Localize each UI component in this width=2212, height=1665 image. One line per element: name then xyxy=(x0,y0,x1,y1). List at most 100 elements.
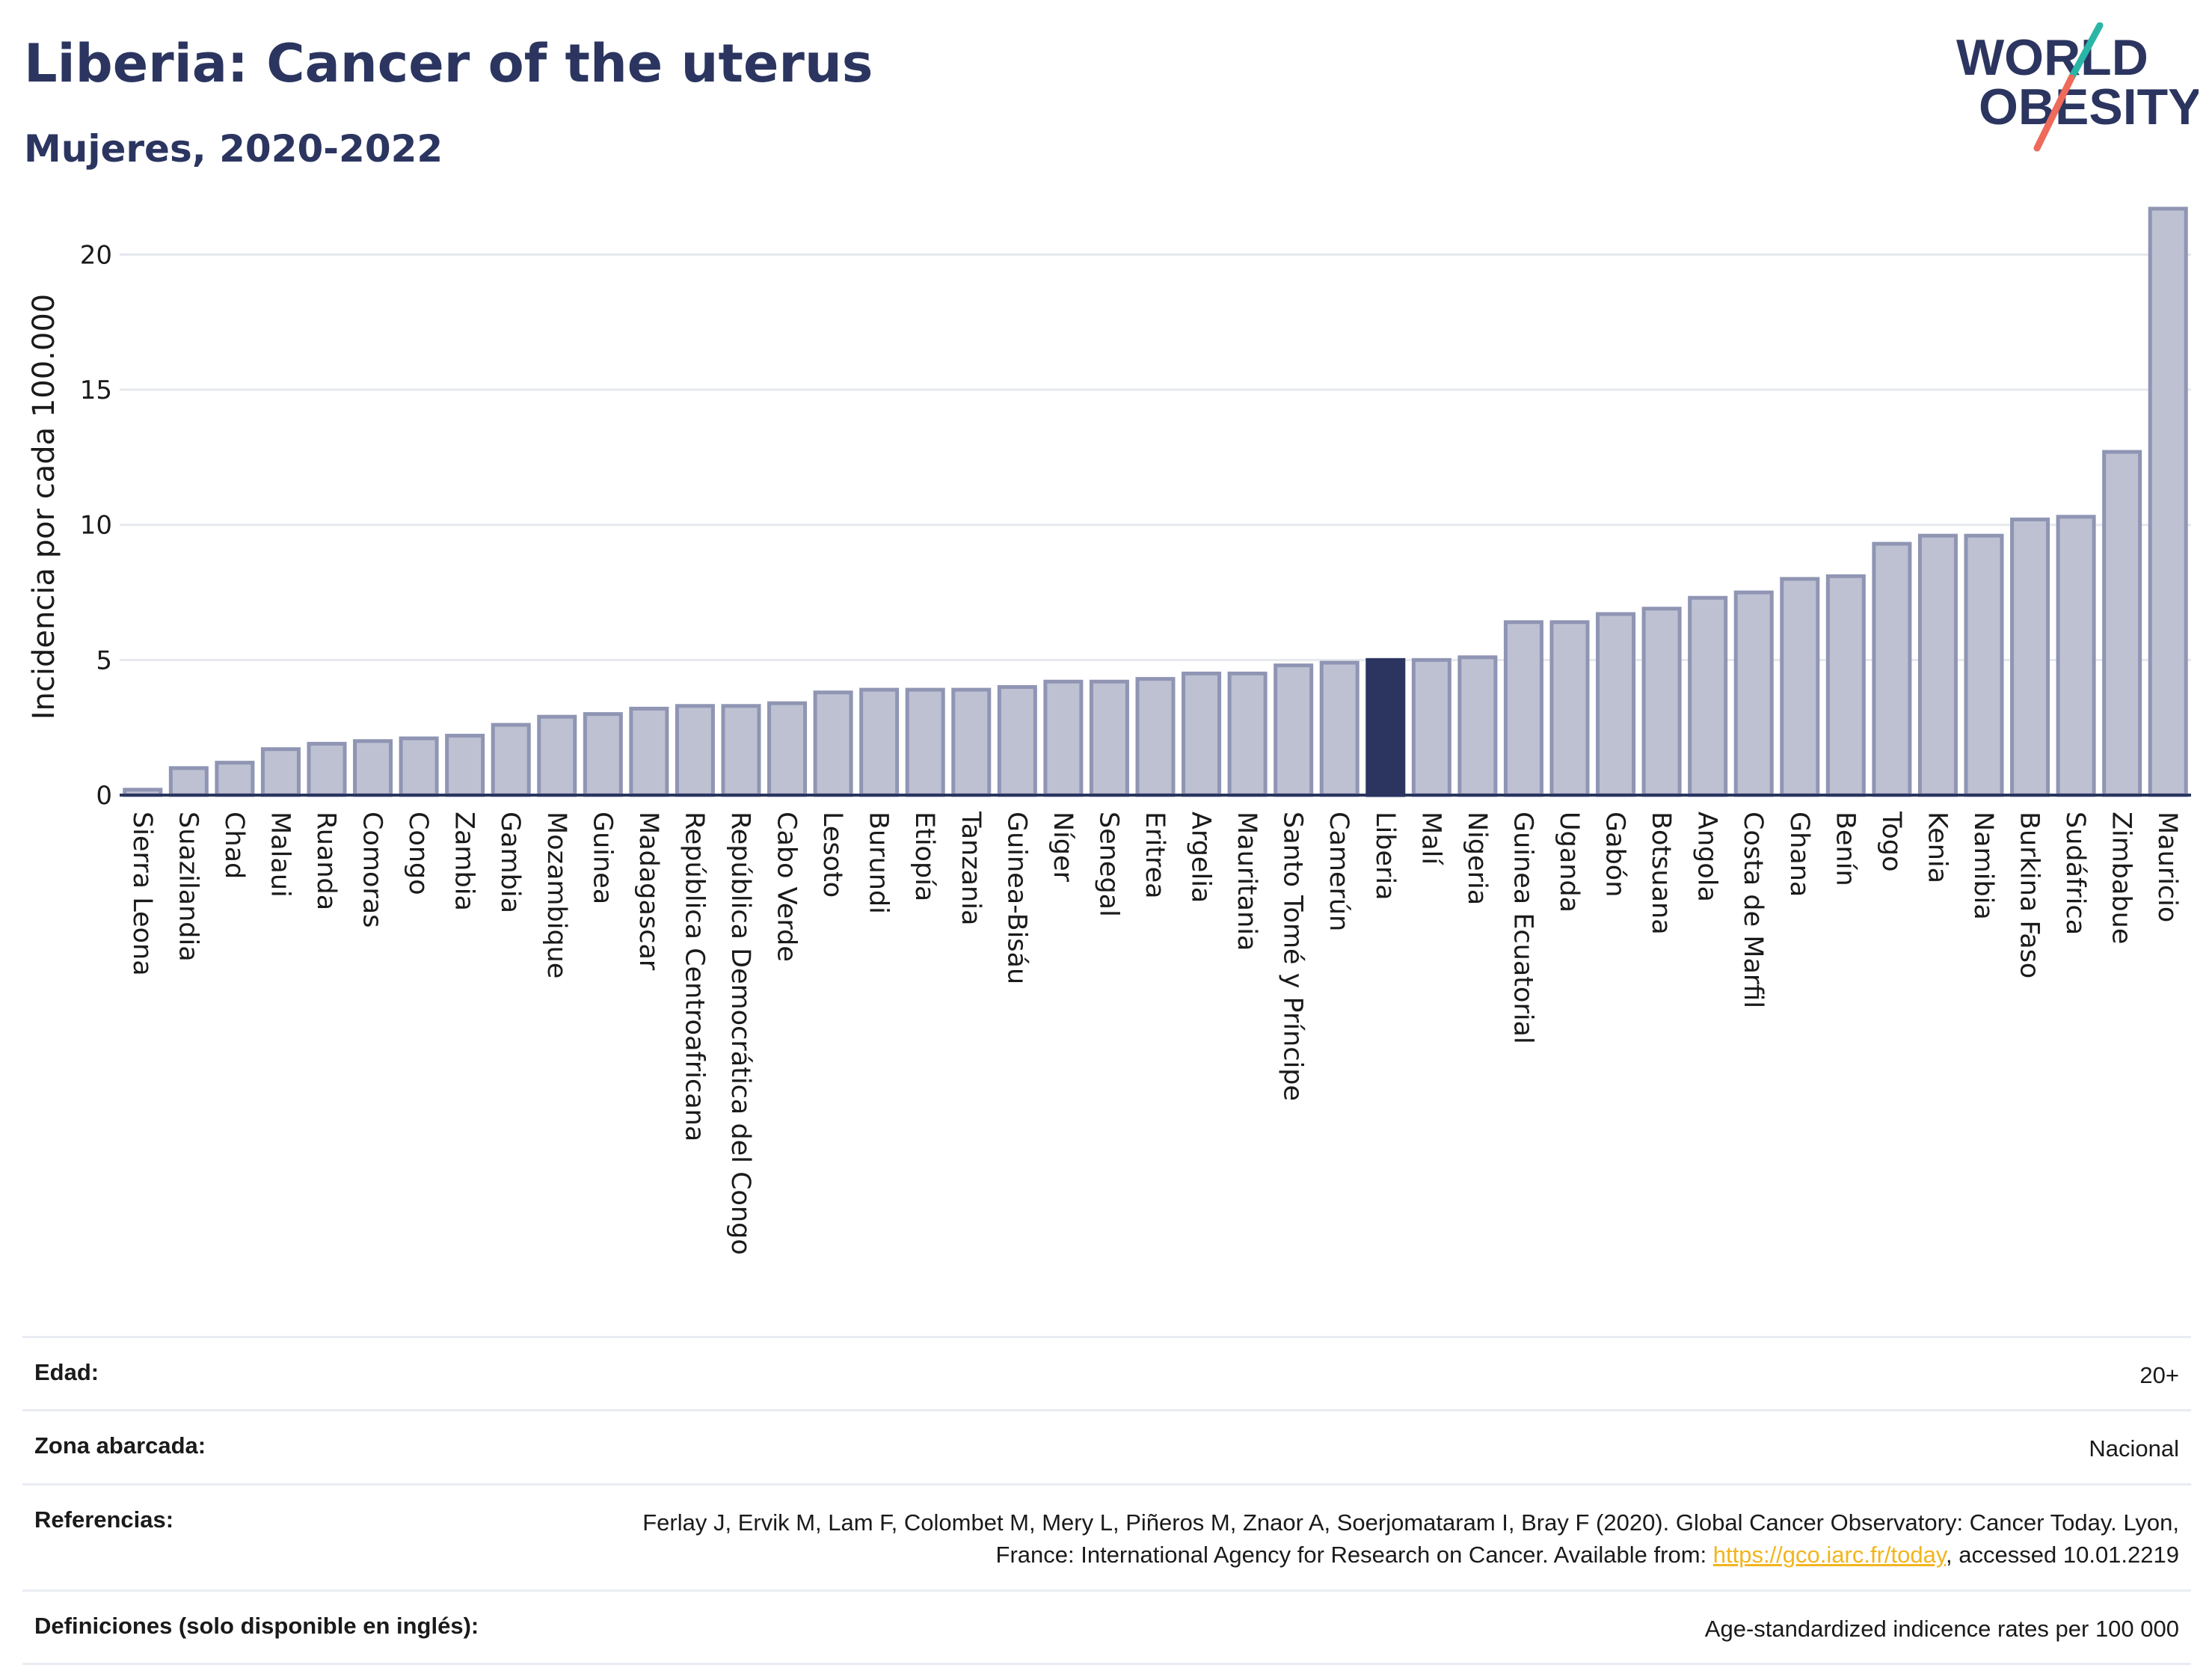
x-tick-label: Ghana xyxy=(1784,812,1814,897)
bar xyxy=(1780,577,1820,797)
bar xyxy=(767,701,808,797)
x-tick-label: Mauricio xyxy=(2152,812,2182,922)
reference-accessed: , accessed 10.01.2219 xyxy=(1946,1542,2179,1569)
bar xyxy=(1411,657,1451,797)
y-tick-label: 5 xyxy=(96,646,112,675)
bar xyxy=(537,714,577,797)
x-tick-label: Chad xyxy=(219,812,249,879)
x-tick-label: Senegal xyxy=(1093,812,1123,917)
x-tick-label: Burkina Faso xyxy=(2015,812,2044,978)
x-tick-label: República Centroafricana xyxy=(679,812,709,1141)
bar xyxy=(353,739,393,797)
bar xyxy=(2056,515,2096,797)
bar xyxy=(1549,620,1590,797)
logo-word-obesity: OBESITY xyxy=(1979,79,2199,135)
x-tick-label: Zimbabue xyxy=(2107,812,2136,944)
x-tick-label: Suazilandia xyxy=(173,812,203,962)
bar xyxy=(721,704,761,797)
bar xyxy=(1182,671,1222,797)
x-tick-label: Kenia xyxy=(1922,812,1952,883)
bar xyxy=(1319,660,1360,797)
x-tick-label: Eritrea xyxy=(1140,812,1170,899)
x-tick-label: Ruanda xyxy=(311,812,341,910)
bar xyxy=(1596,612,1636,797)
x-tick-label: Congo xyxy=(403,812,433,895)
y-tick-label: 0 xyxy=(96,781,112,811)
logo-slash-coral xyxy=(2033,74,2075,152)
bar xyxy=(1872,542,1912,797)
info-label-references: Referencias: xyxy=(34,1506,174,1533)
y-axis-title: Incidencia por cada 100.000 xyxy=(27,294,61,720)
bar xyxy=(1365,657,1406,797)
x-tick-label: Guinea xyxy=(587,812,617,904)
info-value-area: Nacional xyxy=(2089,1435,2179,1462)
chart-subtitle: Mujeres, 2020-2022 xyxy=(24,127,443,171)
info-value-definitions: Age-standardized indicence rates per 100… xyxy=(1704,1615,2179,1642)
x-tick-label: Camerún xyxy=(1324,812,1354,931)
info-value-references: Ferlay J, Ervik M, Lam F, Colombet M, Me… xyxy=(594,1506,2179,1572)
info-row-age: Edad: 20+ xyxy=(22,1336,2191,1409)
y-tick-label: 20 xyxy=(80,240,112,270)
x-tick-label: Zambia xyxy=(449,812,479,911)
bar xyxy=(1089,679,1129,797)
info-table: Edad: 20+ Zona abarcada: Nacional Refere… xyxy=(22,1336,2191,1665)
x-tick-label: Namibia xyxy=(1968,812,1998,920)
reference-text: Ferlay J, Ervik M, Lam F, Colombet M, Me… xyxy=(642,1509,2179,1569)
x-tick-label: Argelia xyxy=(1186,812,1216,903)
y-tick-label: 10 xyxy=(80,511,112,541)
bar xyxy=(1733,590,1774,797)
x-tick-label: Burundi xyxy=(864,812,894,914)
bar xyxy=(1825,574,1866,797)
bar xyxy=(951,687,992,797)
world-obesity-logo: WORLD OBESITY xyxy=(1956,22,2199,152)
bar xyxy=(905,687,945,797)
x-tick-label: Madagascar xyxy=(633,812,663,971)
x-tick-label: Benín xyxy=(1830,812,1860,886)
x-tick-label: Etiopía xyxy=(909,812,939,901)
bar xyxy=(859,687,900,797)
logo-word-world: WORLD xyxy=(1956,29,2148,86)
bar xyxy=(1917,533,1958,797)
x-tick-label: Guinea-Bisáu xyxy=(1001,812,1031,984)
info-label-age: Edad: xyxy=(34,1359,99,1385)
bar xyxy=(1135,677,1176,797)
x-tick-label: Liberia xyxy=(1370,812,1400,901)
bar xyxy=(629,706,669,797)
reference-link[interactable]: https://gco.iarc.fr/today xyxy=(1712,1542,1947,1569)
x-tick-label: Gabón xyxy=(1600,812,1630,897)
bar xyxy=(445,734,485,797)
info-row-area: Zona abarcada: Nacional xyxy=(22,1409,2191,1482)
bar xyxy=(491,723,531,797)
bar xyxy=(307,741,347,797)
bar xyxy=(1457,655,1498,797)
x-tick-label: Mauritania xyxy=(1232,812,1262,951)
x-tick-label: Tanzania xyxy=(956,811,986,925)
x-tick-label: Guinea Ecuatorial xyxy=(1508,812,1537,1044)
bar xyxy=(168,766,209,797)
info-label-definitions: Definiciones (solo disponible en inglés)… xyxy=(34,1612,479,1639)
y-tick-label: 15 xyxy=(80,375,112,405)
x-tick-label: Togo xyxy=(1876,811,1906,871)
bar xyxy=(399,736,439,797)
bar xyxy=(997,684,1037,797)
x-tick-label: Gambia xyxy=(495,812,525,913)
info-value-age: 20+ xyxy=(2139,1362,2179,1388)
bar xyxy=(1503,620,1543,797)
bar xyxy=(2010,517,2050,797)
logo-slash-teal xyxy=(2068,22,2104,82)
x-tick-label: Cabo Verde xyxy=(772,812,802,962)
bar xyxy=(1227,671,1268,797)
bar xyxy=(1688,595,1728,797)
info-row-definitions: Definiciones (solo disponible en inglés)… xyxy=(22,1589,2191,1665)
bar xyxy=(260,747,301,797)
x-tick-label: Santo Tomé y Príncipe xyxy=(1278,812,1308,1101)
x-tick-label: Nigeria xyxy=(1462,812,1492,905)
x-tick-label: Comoras xyxy=(357,812,387,927)
x-tick-label: Angola xyxy=(1692,812,1722,902)
x-tick-label: Uganda xyxy=(1554,812,1584,913)
bar xyxy=(2148,206,2188,797)
x-tick-label: Níger xyxy=(1048,812,1078,883)
x-tick-label: Mozambique xyxy=(541,812,571,978)
x-tick-label: Sierra Leona xyxy=(127,812,157,976)
x-tick-label: Costa de Marfil xyxy=(1738,812,1768,1008)
